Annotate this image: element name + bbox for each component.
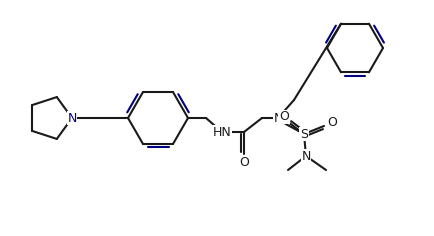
- Text: N: N: [301, 149, 311, 163]
- Text: O: O: [279, 110, 289, 123]
- Text: N: N: [67, 111, 77, 125]
- Text: O: O: [327, 117, 337, 130]
- Text: O: O: [239, 156, 249, 169]
- Text: HN: HN: [213, 126, 231, 139]
- Text: N: N: [273, 111, 283, 125]
- Text: S: S: [300, 127, 308, 140]
